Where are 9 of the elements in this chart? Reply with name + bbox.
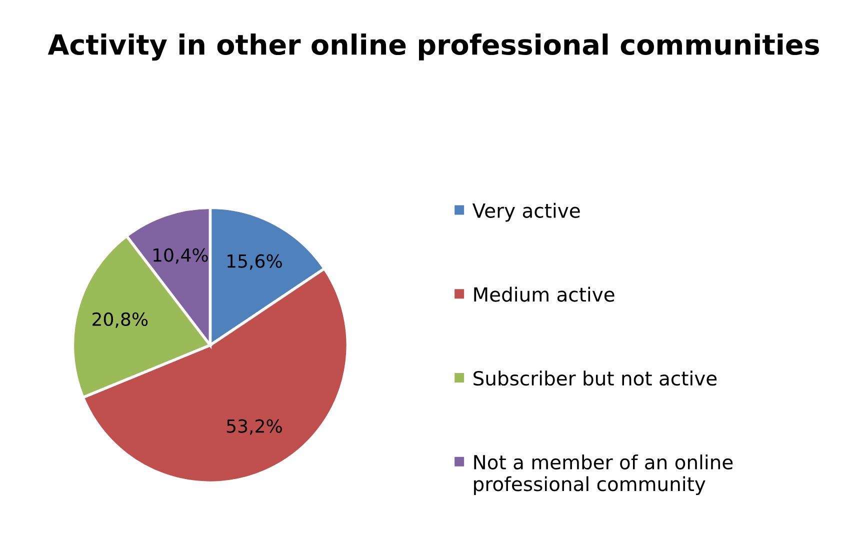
data-label: 10,4%: [153, 248, 208, 264]
legend-label: Subscriber but not active: [474, 370, 717, 386]
data-label: 53,2%: [226, 419, 282, 435]
legend-label: Not a member of an online professional community: [474, 454, 733, 496]
legend-label: Medium active: [474, 286, 614, 302]
chart-title: Activity in other online professional communities: [48, 34, 819, 61]
data-label: 20,8%: [92, 312, 148, 328]
data-label: 15,6%: [228, 254, 282, 270]
legend-label: Very active: [472, 202, 580, 222]
